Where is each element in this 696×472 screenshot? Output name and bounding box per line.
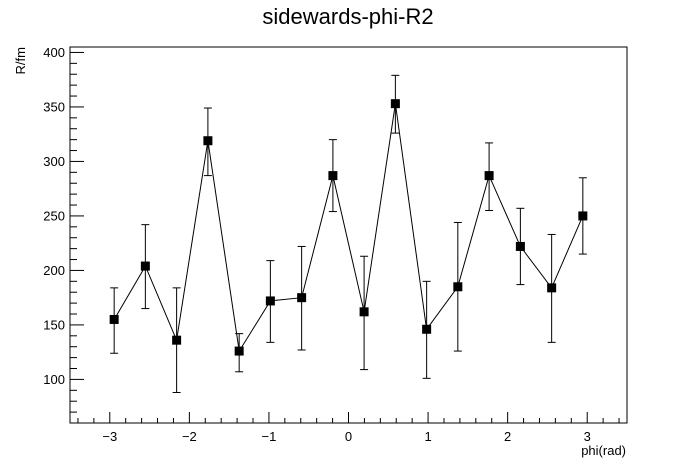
y-tick-label: 150 — [43, 317, 65, 332]
data-point — [265, 296, 275, 306]
x-axis-title: phi(rad) — [581, 443, 626, 458]
chart-title: sidewards-phi-R2 — [262, 4, 433, 29]
y-tick-label: 350 — [43, 99, 65, 114]
x-tick-label: −2 — [182, 429, 197, 444]
data-point — [390, 99, 400, 109]
data-point — [547, 283, 557, 293]
data-marks — [109, 74, 588, 393]
x-tick-label: 3 — [584, 429, 591, 444]
axes: −3 −2 −1 0 1 2 3 100 150 200 250 300 350 400 — [43, 45, 620, 444]
data-point — [109, 314, 119, 324]
data-point — [203, 136, 213, 146]
data-point — [578, 211, 588, 221]
y-tick-label: 300 — [43, 154, 65, 169]
data-point — [172, 335, 182, 345]
data-point — [234, 346, 244, 356]
y-tick-label: 100 — [43, 372, 65, 387]
x-tick-label: 1 — [424, 429, 431, 444]
x-tick-label: −3 — [102, 429, 117, 444]
series-line — [113, 103, 584, 353]
data-point — [359, 307, 369, 317]
plot-frame — [69, 46, 628, 424]
data-point — [515, 241, 525, 251]
data-point — [328, 171, 338, 181]
x-tick-label: 0 — [345, 429, 352, 444]
data-point — [422, 324, 432, 334]
y-axis-title: R/fm — [13, 47, 28, 74]
data-point — [297, 293, 307, 303]
y-tick-label: 400 — [43, 45, 65, 60]
y-tick-label: 200 — [43, 263, 65, 278]
data-point — [453, 282, 463, 292]
x-tick-label: 2 — [504, 429, 511, 444]
y-tick-label: 250 — [43, 208, 65, 223]
x-tick-label: −1 — [262, 429, 277, 444]
data-point — [140, 261, 150, 271]
data-point — [484, 171, 494, 181]
